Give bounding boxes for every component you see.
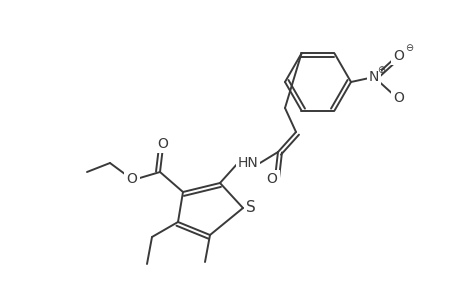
Text: O: O <box>393 49 403 63</box>
Text: ⊕: ⊕ <box>376 65 384 75</box>
Text: N: N <box>368 70 378 84</box>
Text: S: S <box>246 200 255 215</box>
Text: O: O <box>126 172 137 186</box>
Text: ⊖: ⊖ <box>404 43 412 53</box>
Text: O: O <box>393 91 403 105</box>
Text: O: O <box>157 137 168 151</box>
Text: HN: HN <box>237 156 258 170</box>
Text: O: O <box>266 172 277 186</box>
